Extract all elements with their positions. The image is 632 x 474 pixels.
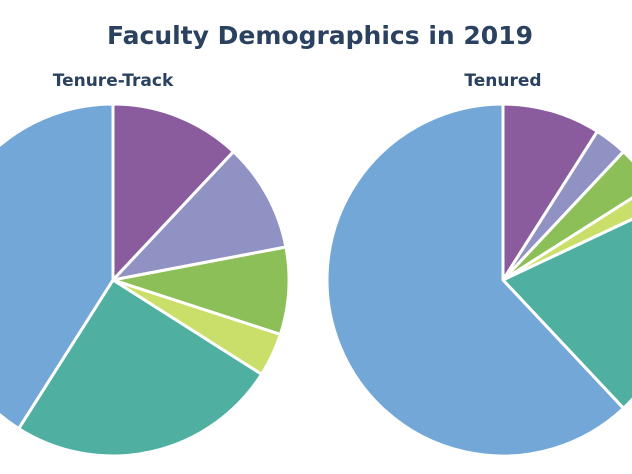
pie-slice-tenured-6 bbox=[325, 102, 625, 458]
pie-slice-tenure-track-1 bbox=[111, 102, 235, 282]
pie-slice-tenure-track-2 bbox=[111, 150, 288, 282]
pie-slice-tenured-5 bbox=[501, 217, 632, 410]
chart-title: Faculty Demographics in 2019 bbox=[107, 21, 533, 50]
pie-slice-tenure-track-5 bbox=[17, 278, 264, 458]
pie-tenured: Tenured bbox=[325, 71, 632, 458]
pie-slice-tenured-4 bbox=[501, 196, 632, 282]
pie-slice-tenure-track-6 bbox=[0, 102, 115, 431]
pie-slice-tenured-3 bbox=[501, 150, 632, 282]
pie-slice-tenured-1 bbox=[501, 102, 599, 282]
pie-title-tenure-track: Tenure-Track bbox=[53, 71, 174, 91]
pie-slice-tenure-track-3 bbox=[111, 245, 291, 336]
pie-tenure-track: Tenure-Track bbox=[0, 71, 291, 458]
pie-title-tenured: Tenured bbox=[464, 71, 541, 91]
